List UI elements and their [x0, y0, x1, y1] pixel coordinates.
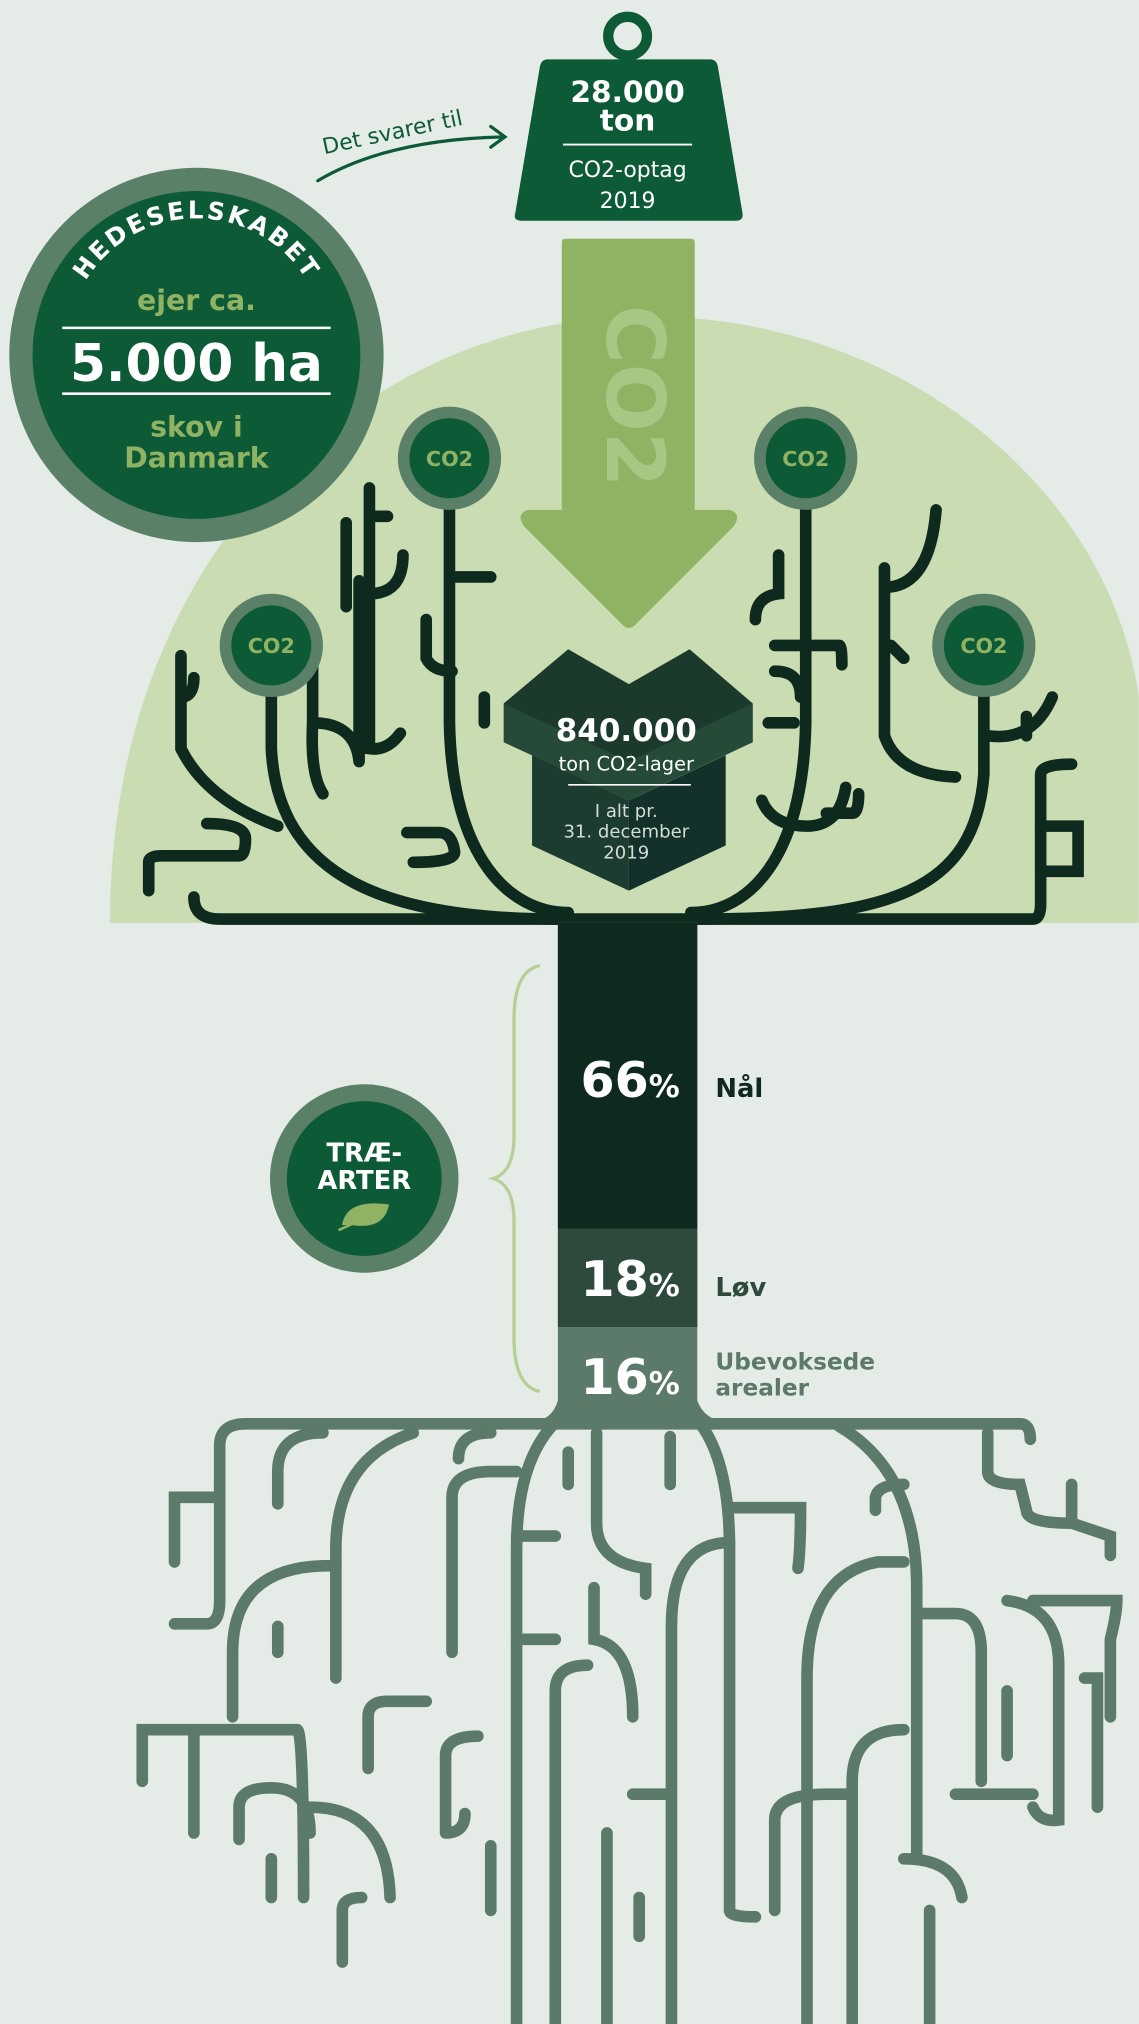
badge-line: ejer ca. [137, 284, 256, 317]
species-title: ARTER [317, 1166, 411, 1196]
weight-year: 2019 [600, 189, 656, 214]
co2-label: CO2 [782, 447, 829, 471]
segment-unit: % [649, 1268, 680, 1304]
segment-label: arealer [715, 1374, 809, 1401]
co2-label: CO2 [960, 634, 1007, 658]
page: { "weight": {"amount": "28.000", "unit":… [0, 0, 1139, 2024]
box-unit: ton CO2-lager [559, 753, 694, 776]
box-note: 31. december [563, 822, 689, 843]
segment-number: 66 [581, 1051, 649, 1109]
badge-area: 5.000 ha [70, 334, 323, 394]
co2-circle: CO2 [398, 407, 501, 510]
co2-label: CO2 [248, 634, 295, 658]
arrow-label: CO2 [588, 305, 681, 487]
segment-unit: % [649, 1069, 680, 1105]
species-badge: TRÆ- ARTER [270, 1084, 458, 1272]
weight-label: CO2-optag [568, 158, 686, 183]
segment-label: Løv [715, 1273, 766, 1303]
box-amount: 840.000 [556, 713, 697, 749]
box-note: I alt pr. [595, 801, 658, 822]
segment-label: Nål [715, 1072, 763, 1104]
infographic: 28.000 ton CO2-optag 2019 Det svarer til… [0, 0, 1139, 2024]
segment-label: Ubevoksede [715, 1349, 875, 1376]
segment-number: 18 [581, 1250, 649, 1308]
species-title: TRÆ- [326, 1139, 402, 1169]
segment-unit: % [649, 1366, 680, 1402]
co2-label: CO2 [426, 447, 473, 471]
badge-line: skov i [150, 410, 243, 443]
co2-circle: CO2 [754, 407, 857, 510]
weight-unit: ton [600, 102, 656, 137]
co2-circle: CO2 [220, 594, 323, 697]
badge: HEDESELSKABET ejer ca. 5.000 ha skov i D… [9, 168, 383, 542]
badge-line: Danmark [124, 441, 270, 474]
segment-number: 16 [581, 1348, 649, 1406]
box-note: 2019 [603, 842, 649, 863]
co2-circle: CO2 [932, 594, 1035, 697]
